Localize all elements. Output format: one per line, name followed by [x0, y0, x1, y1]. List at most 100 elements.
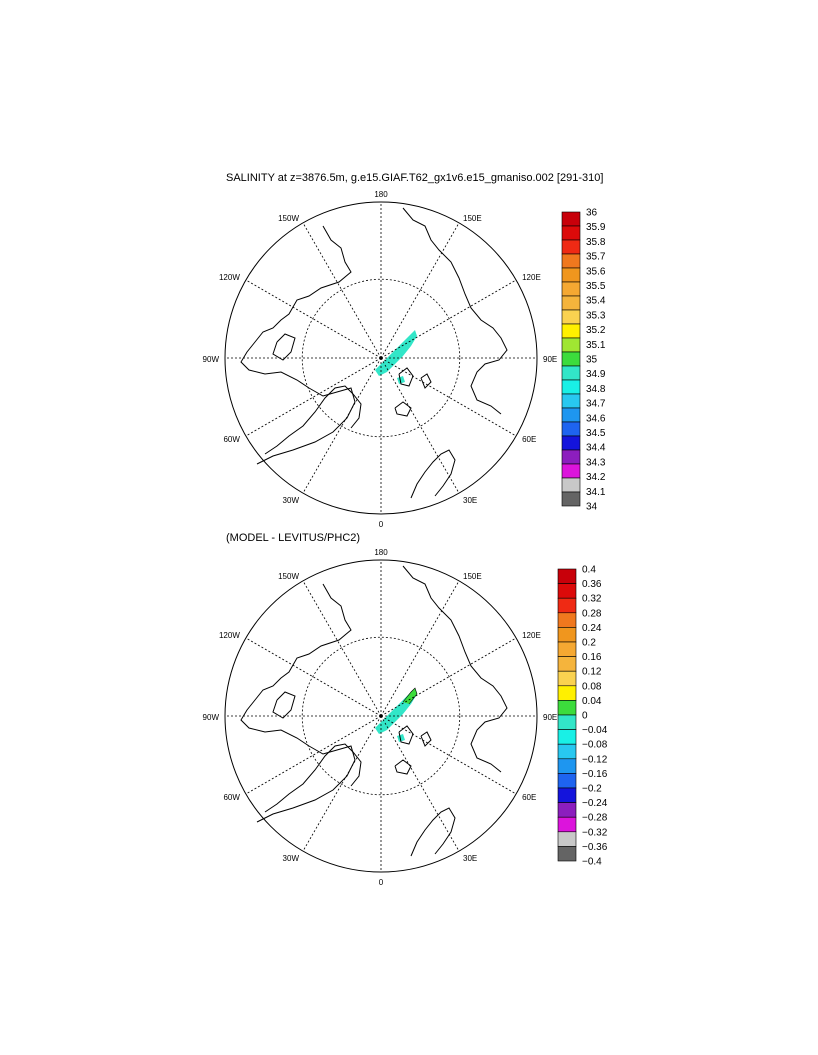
- longitude-label: 120W: [219, 273, 240, 282]
- coastline-scandinavia: [410, 807, 456, 857]
- colorbar-label: 34.9: [586, 369, 606, 380]
- colorbar-label: 0.24: [582, 623, 602, 634]
- longitude-label: 120E: [522, 273, 541, 282]
- longitude-label: 150W: [278, 572, 299, 581]
- colorbar-label: 34.1: [586, 487, 606, 498]
- coastline-east: [402, 207, 508, 415]
- colorbar-swatch: [557, 846, 577, 862]
- colorbar-label: 35.1: [586, 340, 606, 351]
- colorbar-swatch: [557, 627, 577, 643]
- coastline-svalbard: [394, 401, 412, 417]
- colorbar-swatch: [557, 597, 577, 614]
- colorbar-label: 0.12: [582, 667, 602, 678]
- colorbar-swatch: [557, 583, 577, 599]
- colorbar-label: 35: [586, 355, 598, 366]
- colorbar-label: 35.9: [586, 222, 606, 233]
- colorbar-label: 35.5: [586, 281, 606, 292]
- colorbar-swatch: [557, 816, 577, 833]
- data-fill-ridge: [375, 330, 417, 376]
- colorbar: 0.4 0.36 0.32 0.28 0.24 0.2 0.16 0.12 0.08 0.04 0 −…: [557, 565, 608, 868]
- colorbar-swatch: [561, 225, 581, 241]
- colorbar-label: 0.04: [582, 696, 602, 707]
- colorbar-label: 35.7: [586, 252, 606, 263]
- colorbar-label: 0.36: [582, 579, 602, 590]
- colorbar-swatch: [557, 743, 577, 760]
- longitude-label: 0: [379, 520, 384, 529]
- colorbar-swatch: [561, 239, 581, 255]
- longitude-label: 60W: [223, 793, 240, 802]
- colorbar-label: 0.2: [582, 638, 596, 649]
- colorbar-swatch: [557, 802, 577, 818]
- coastline-island: [398, 367, 414, 387]
- map-subtitle: (MODEL - LEVITUS/PHC2): [226, 532, 361, 544]
- longitude-label: 150E: [463, 572, 482, 581]
- colorbar-swatch: [557, 670, 577, 687]
- colorbar-label: −0.04: [582, 725, 608, 736]
- colorbar-label: 0: [582, 711, 588, 722]
- colorbar-swatch: [557, 773, 577, 789]
- longitude-label: 90E: [543, 355, 557, 364]
- colorbar-swatch: [561, 407, 581, 423]
- colorbar-label: 34.2: [586, 472, 606, 483]
- colorbar-label: −0.28: [582, 813, 608, 824]
- colorbar-label: −0.08: [582, 740, 608, 751]
- colorbar-label: −0.16: [582, 769, 608, 780]
- meridian-line: [245, 279, 382, 359]
- colorbar-swatch: [561, 281, 581, 297]
- polar-map-panel: 180 0 90W 90E 150W 120W 60W 30W 150E 120E 60E 30E: [203, 548, 558, 887]
- colorbar-label: 34.4: [586, 443, 606, 454]
- meridian-line: [380, 357, 517, 437]
- data-fill-patch: [397, 376, 405, 384]
- colorbar-label: 0.28: [582, 608, 602, 619]
- coastline-archipelago: [272, 691, 296, 719]
- longitude-label: 30W: [283, 496, 300, 505]
- colorbar-label: 35.4: [586, 296, 606, 307]
- colorbar-swatch: [557, 714, 577, 730]
- coastline-scandinavia: [410, 449, 456, 499]
- meridian-line: [302, 357, 382, 494]
- colorbar-swatch: [561, 323, 581, 339]
- longitude-label: 90W: [203, 713, 220, 722]
- coastline-archipelago: [272, 333, 296, 361]
- colorbar-swatch: [557, 831, 577, 847]
- latitude-circle: [301, 278, 461, 438]
- coastline-island: [420, 373, 432, 389]
- colorbar-label: 35.3: [586, 310, 606, 321]
- longitude-label: 150E: [463, 214, 482, 223]
- colorbar-label: −0.2: [582, 784, 602, 795]
- meridian-line: [302, 580, 382, 717]
- colorbar-swatch: [557, 700, 577, 716]
- coastline-west: [240, 583, 356, 823]
- meridian-line: [380, 637, 517, 717]
- colorbar-swatch: [557, 641, 577, 657]
- colorbar-label: −0.4: [582, 857, 602, 868]
- longitude-label: 180: [374, 548, 388, 557]
- longitude-label: 180: [374, 190, 388, 199]
- colorbar-swatch: [561, 463, 581, 479]
- meridian-line: [380, 715, 517, 795]
- meridian-line: [380, 580, 460, 717]
- meridian-line: [380, 715, 460, 852]
- colorbar-swatch: [561, 351, 581, 367]
- longitude-label: 120E: [522, 631, 541, 640]
- map-title: SALINITY at z=3876.5m, g.e15.GIAF.T62_gx…: [226, 172, 604, 184]
- data-fill-positive: [402, 687, 418, 705]
- coastline-west: [240, 225, 356, 465]
- colorbar-swatch: [561, 295, 581, 311]
- colorbar-label: 34.8: [586, 384, 606, 395]
- meridian-line: [302, 715, 382, 852]
- coastline-east: [402, 565, 508, 773]
- meridian-line: [245, 715, 382, 795]
- colorbar-label: 35.8: [586, 237, 606, 248]
- coastline-island: [420, 731, 432, 747]
- colorbar-swatch: [561, 253, 581, 269]
- longitude-label: 30E: [463, 496, 477, 505]
- colorbar-label: 34.7: [586, 399, 606, 410]
- meridian-line: [245, 637, 382, 717]
- colorbar-label: 34: [586, 502, 598, 513]
- colorbar-swatch: [557, 612, 577, 628]
- coastline-greenland: [264, 385, 362, 455]
- colorbar-label: 0.08: [582, 681, 602, 692]
- colorbar-label: 34.6: [586, 413, 606, 424]
